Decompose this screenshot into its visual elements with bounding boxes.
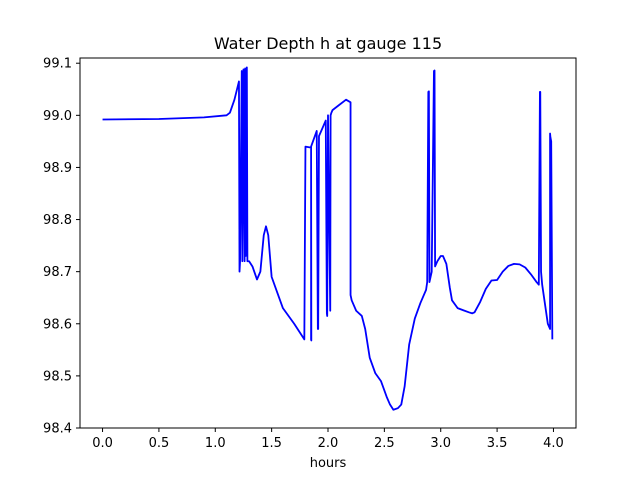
x-tick-label: 3.0 — [430, 436, 451, 451]
y-tick-label: 98.6 — [43, 317, 72, 332]
y-tick-label: 98.5 — [43, 369, 72, 384]
y-tick-label: 98.9 — [43, 161, 72, 176]
x-tick-label: 2.5 — [374, 436, 395, 451]
plot-area — [102, 66, 554, 411]
x-tick-label: 3.5 — [487, 436, 508, 451]
x-tick-label: 0.0 — [92, 436, 113, 451]
series-line-0 — [102, 66, 554, 411]
x-axis: 0.0 0.5 1.0 1.5 2.0 2.5 3.0 3.5 4.0 — [92, 428, 564, 451]
y-axis: 98.4 98.5 98.6 98.7 98.8 98.9 99.0 99.1 — [43, 57, 80, 437]
y-tick-label: 98.4 — [43, 422, 72, 437]
x-tick-label: 1.0 — [205, 436, 226, 451]
y-tick-label: 99.0 — [43, 109, 72, 124]
y-tick-label: 98.7 — [43, 265, 72, 280]
chart-title: Water Depth h at gauge 115 — [214, 34, 442, 53]
y-tick-label: 99.1 — [43, 57, 72, 72]
x-tick-label: 2.0 — [318, 436, 339, 451]
y-tick-label: 98.8 — [43, 213, 72, 228]
x-tick-label: 1.5 — [261, 436, 282, 451]
x-axis-label: hours — [310, 456, 347, 471]
x-tick-label: 0.5 — [149, 436, 170, 451]
x-tick-label: 4.0 — [543, 436, 564, 451]
axes-frame — [79, 57, 577, 429]
